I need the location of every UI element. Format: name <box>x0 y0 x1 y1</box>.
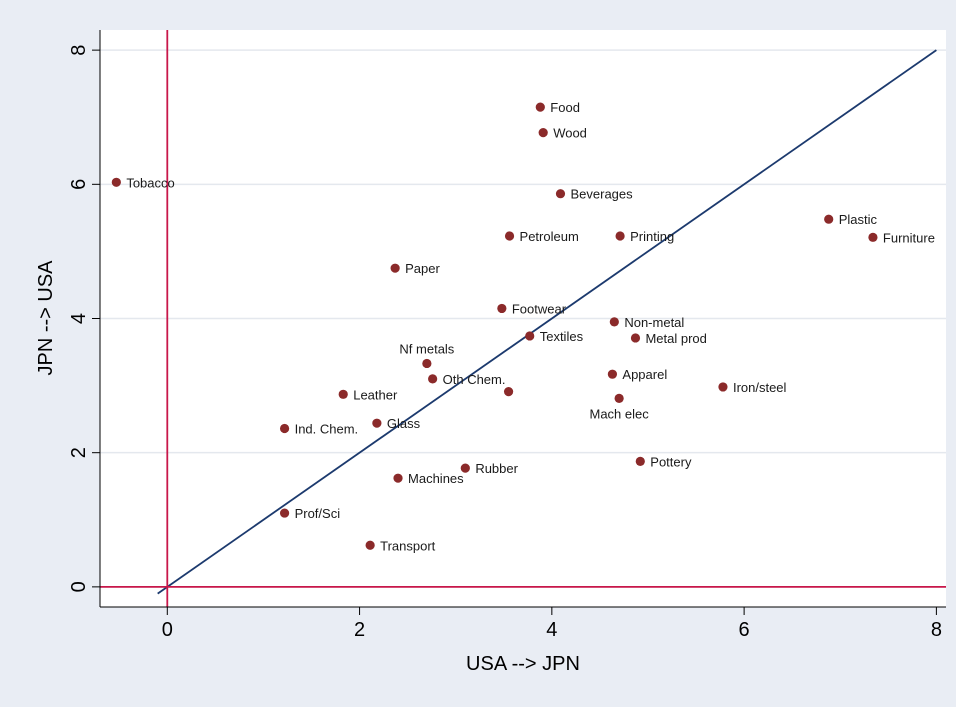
data-point <box>635 456 645 467</box>
data-point <box>504 231 515 241</box>
data-point <box>372 418 382 428</box>
point-label: Prof/Sci <box>295 506 341 521</box>
point-label: Apparel <box>622 367 667 382</box>
point-label: Textiles <box>540 329 584 344</box>
data-point <box>535 102 545 112</box>
point-labels: Food Wood Tobacco Beverages Plastic Petroleum… <box>126 100 935 553</box>
diagonal-reference-line <box>157 49 937 595</box>
reference-lines <box>100 30 946 607</box>
point-label: Leather <box>353 387 398 402</box>
y-tick-label: 2 <box>68 447 90 458</box>
point-label: Petroleum <box>520 229 579 244</box>
data-point <box>365 540 375 550</box>
point-label: Iron/steel <box>733 380 787 395</box>
point-label: Footwear <box>512 301 567 316</box>
x-axis-title: USA --> JPN <box>466 653 580 675</box>
data-point <box>460 463 470 473</box>
data-point <box>497 303 507 314</box>
point-label: Machines <box>408 471 464 486</box>
y-tick-label: 4 <box>68 313 90 324</box>
data-point <box>607 369 618 379</box>
point-label: Nf metals <box>399 341 454 356</box>
data-point <box>338 389 348 399</box>
x-tick-label: 0 <box>162 619 173 641</box>
point-label: Beverages <box>570 187 633 202</box>
y-tick-label: 8 <box>68 45 90 56</box>
data-point <box>615 231 625 241</box>
point-label: Printing <box>630 229 674 244</box>
data-point <box>525 331 535 341</box>
point-label: Plastic <box>839 212 878 227</box>
y-tick-label: 6 <box>68 179 90 190</box>
point-label: Paper <box>405 261 440 276</box>
data-point <box>111 177 121 187</box>
data-points <box>111 102 878 550</box>
point-label: Oth Chem. <box>443 372 506 387</box>
data-point <box>614 393 624 403</box>
x-tick-label: 8 <box>931 619 942 641</box>
data-point <box>422 358 432 369</box>
data-point <box>503 387 514 397</box>
point-label: Furniture <box>883 230 935 245</box>
point-label: Ind. Chem. <box>295 422 359 437</box>
point-label: Mach elec <box>590 406 650 421</box>
data-point <box>824 214 834 224</box>
axes: 0 2 4 6 8 0 2 4 6 8 <box>68 30 946 641</box>
data-point <box>630 333 641 343</box>
data-point <box>718 382 728 392</box>
point-label: Food <box>550 100 580 115</box>
point-label: Glass <box>387 416 421 431</box>
data-point <box>555 189 566 199</box>
data-point <box>279 508 290 518</box>
y-axis-title: JPN --> USA <box>35 260 57 376</box>
data-point <box>390 263 400 273</box>
point-label: Transport <box>380 538 436 553</box>
data-point <box>609 317 619 327</box>
point-label: Non-metal <box>624 315 684 330</box>
y-tick-label: 0 <box>68 581 90 592</box>
x-tick-label: 6 <box>739 619 750 641</box>
point-label: Pottery <box>650 454 692 469</box>
data-point <box>393 473 403 483</box>
point-label: Wood <box>553 126 587 141</box>
x-tick-label: 4 <box>546 619 557 641</box>
data-point <box>279 423 290 434</box>
data-point <box>428 374 438 384</box>
data-point <box>868 232 878 242</box>
point-label: Rubber <box>475 461 518 476</box>
point-label: Tobacco <box>126 175 174 190</box>
x-tick-label: 2 <box>354 619 365 641</box>
data-point <box>538 128 548 138</box>
point-label: Metal prod <box>645 331 706 346</box>
